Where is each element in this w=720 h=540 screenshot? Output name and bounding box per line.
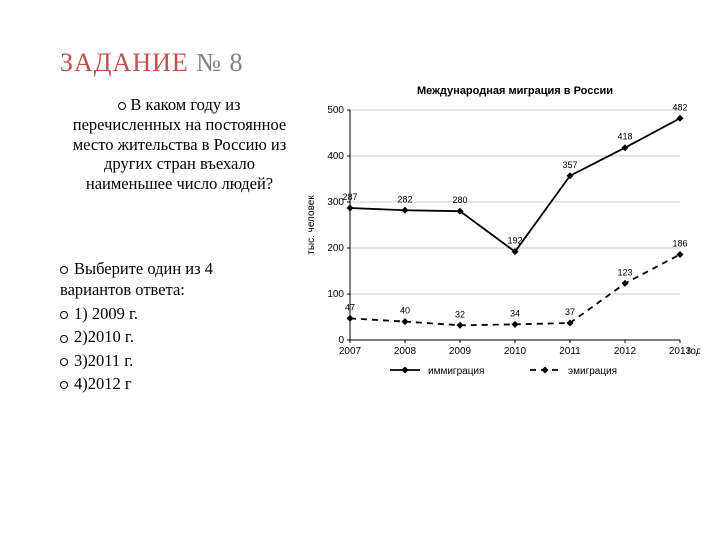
migration-chart: Международная миграция в России010020030…: [300, 80, 700, 400]
svg-text:100: 100: [327, 289, 344, 300]
answer-option: 3)2011 г.: [74, 351, 133, 370]
bullet-icon: [60, 311, 68, 319]
svg-text:47: 47: [345, 302, 355, 312]
question-text: В каком году из перечисленных на постоян…: [72, 95, 287, 194]
answers-intro: Выберите один из 4 вариантов ответа:: [60, 259, 213, 299]
svg-text:тыс. человек: тыс. человек: [306, 195, 317, 255]
answer-option: 4)2012 г: [74, 374, 132, 393]
svg-text:2008: 2008: [394, 346, 417, 357]
bullet-icon: [60, 358, 68, 366]
svg-text:34: 34: [510, 308, 520, 318]
svg-text:2012: 2012: [614, 346, 637, 357]
svg-text:Международная миграция в Росси: Международная миграция в России: [417, 85, 613, 97]
svg-text:2007: 2007: [339, 346, 362, 357]
svg-text:282: 282: [397, 194, 412, 204]
answers-list: Выберите один из 4 вариантов ответа: 1) …: [60, 258, 280, 397]
svg-text:0: 0: [338, 335, 344, 346]
answer-option: 2)2010 г.: [74, 327, 134, 346]
title-suffix: № 8: [189, 48, 244, 77]
bullet-icon: [60, 335, 68, 343]
page-title: ЗАДАНИЕ № 8: [60, 48, 244, 78]
svg-text:400: 400: [327, 151, 344, 162]
svg-text:287: 287: [342, 192, 357, 202]
bullet-icon: [60, 381, 68, 389]
question-body: В каком году из перечисленных на постоян…: [73, 95, 287, 193]
svg-text:280: 280: [452, 195, 467, 205]
svg-text:500: 500: [327, 105, 344, 116]
svg-text:32: 32: [455, 309, 465, 319]
answer-option: 1) 2009 г.: [74, 304, 138, 323]
svg-text:40: 40: [400, 306, 410, 316]
svg-text:123: 123: [617, 267, 632, 277]
svg-text:год: год: [687, 346, 700, 357]
svg-text:357: 357: [562, 160, 577, 170]
svg-text:482: 482: [672, 102, 687, 112]
svg-text:186: 186: [672, 238, 687, 248]
svg-text:418: 418: [617, 132, 632, 142]
title-prefix: ЗАДАНИЕ: [60, 48, 189, 77]
svg-text:2009: 2009: [449, 346, 472, 357]
svg-text:37: 37: [565, 307, 575, 317]
bullet-icon: [60, 266, 68, 274]
bullet-icon: [118, 102, 126, 110]
svg-text:192: 192: [507, 236, 522, 246]
svg-text:2010: 2010: [504, 346, 527, 357]
svg-text:2011: 2011: [559, 346, 581, 357]
svg-text:200: 200: [327, 243, 344, 254]
svg-text:иммиграция: иммиграция: [428, 366, 484, 377]
svg-text:эмиграция: эмиграция: [568, 366, 617, 377]
